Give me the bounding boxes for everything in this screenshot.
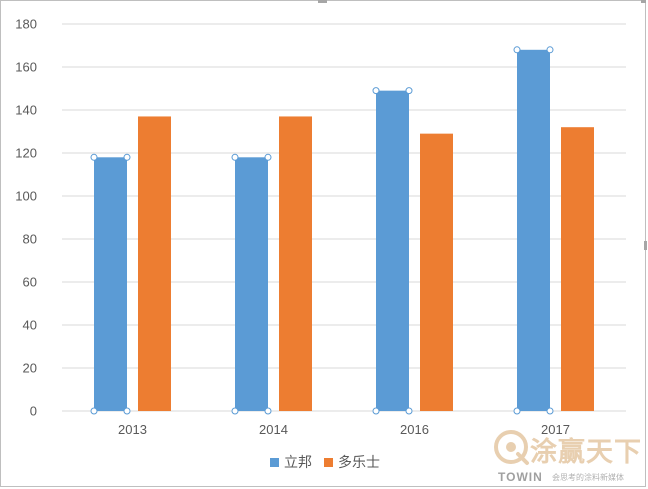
resize-handle-right[interactable] (644, 241, 647, 250)
y-tick-label: 80 (23, 232, 37, 247)
watermark-title: 涂赢天下 (530, 437, 642, 468)
selection-handle[interactable] (264, 407, 272, 415)
watermark: 涂赢天下 TOWIN 会思考的涂料新媒体 (492, 428, 642, 486)
y-tick-label: 100 (15, 189, 37, 204)
y-tick-label: 20 (23, 361, 37, 376)
y-tick-label: 180 (15, 17, 37, 32)
selection-handle[interactable] (372, 407, 380, 415)
legend-swatch (270, 458, 279, 467)
bar-series2-2013[interactable] (138, 116, 171, 411)
y-axis-tick-labels: 0 20 40 60 80 100 120 140 160 180 (15, 17, 37, 419)
selection-handle[interactable] (231, 153, 239, 161)
bar-series2-2016[interactable] (420, 133, 453, 411)
watermark-slogan: 会思考的涂料新媒体 (552, 473, 624, 482)
x-tick-label: 2013 (118, 422, 147, 437)
selection-handle[interactable] (513, 407, 521, 415)
x-tick-label: 2014 (259, 422, 288, 437)
selection-handle[interactable] (231, 407, 239, 415)
selection-handle[interactable] (405, 87, 413, 95)
x-tick-label: 2016 (400, 422, 429, 437)
bar-series1-2014[interactable] (235, 157, 268, 411)
selection-handle[interactable] (90, 407, 98, 415)
selection-handle[interactable] (264, 153, 272, 161)
watermark-brand: TOWIN (498, 470, 543, 484)
x-axis-tick-labels: 2013 2014 2016 2017 (118, 422, 570, 437)
towin-logo-icon (494, 430, 529, 465)
x-tick-label: 2017 (541, 422, 570, 437)
selection-handle[interactable] (90, 153, 98, 161)
resize-handle-top[interactable] (318, 0, 327, 3)
legend-label[interactable]: 立邦 (284, 454, 312, 470)
bar-series1-2013[interactable] (94, 157, 127, 411)
y-tick-label: 120 (15, 146, 37, 161)
y-tick-label: 40 (23, 318, 37, 333)
bar-series2-2017[interactable] (561, 127, 594, 411)
y-tick-label: 0 (30, 404, 37, 419)
bar-series2-2014[interactable] (279, 116, 312, 411)
legend[interactable]: 立邦 多乐士 (270, 454, 380, 470)
y-tick-label: 60 (23, 275, 37, 290)
selection-handle[interactable] (546, 407, 554, 415)
selection-handle[interactable] (123, 153, 131, 161)
y-tick-label: 140 (15, 103, 37, 118)
bar-series[interactable] (90, 46, 594, 415)
legend-label[interactable]: 多乐士 (338, 454, 380, 470)
resize-handle-top-right[interactable] (641, 0, 646, 3)
selection-handle[interactable] (123, 407, 131, 415)
selection-handle[interactable] (372, 87, 380, 95)
legend-swatch (324, 458, 333, 467)
selection-handle[interactable] (405, 407, 413, 415)
selection-handle[interactable] (546, 46, 554, 54)
y-tick-label: 160 (15, 60, 37, 75)
selection-handle[interactable] (513, 46, 521, 54)
bar-series1-2017[interactable] (517, 49, 550, 412)
bar-series1-2016[interactable] (376, 90, 409, 412)
